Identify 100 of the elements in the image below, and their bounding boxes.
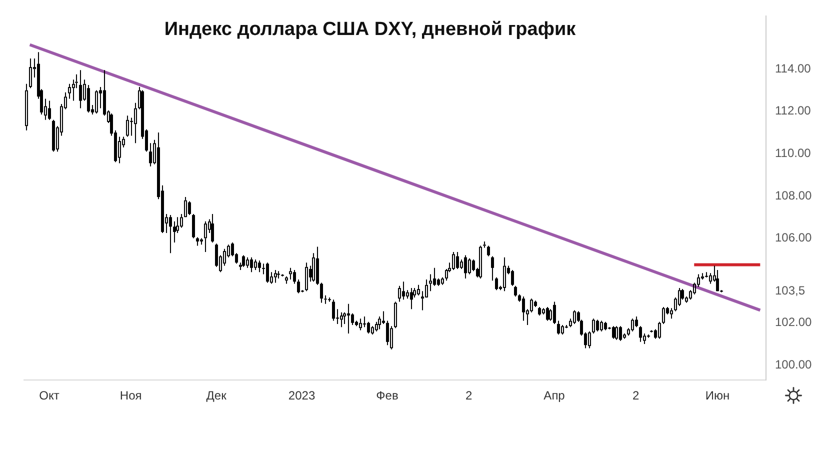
x-tick-label: Апр — [544, 388, 566, 403]
candlestick — [347, 303, 350, 334]
candlestick — [246, 256, 249, 268]
candlestick — [126, 115, 129, 138]
y-tick-label: 110.00 — [775, 146, 812, 160]
candlestick — [561, 324, 564, 336]
candlestick — [417, 284, 420, 296]
candlestick — [95, 90, 98, 114]
candlestick — [557, 320, 560, 336]
y-tick-label: 103,5 — [775, 283, 806, 298]
y-tick-label: 108.00 — [775, 188, 812, 202]
candlestick — [491, 256, 494, 282]
candlestick — [588, 330, 591, 349]
candlestick — [320, 282, 323, 304]
chart-title: Индекс доллара США DXY, дневной график — [163, 19, 577, 41]
candlestick — [211, 213, 214, 244]
candlestick — [460, 258, 463, 270]
candlestick — [546, 306, 549, 322]
candlestick — [441, 276, 444, 286]
candlestick — [293, 270, 296, 284]
candlestick — [410, 287, 413, 310]
y-tick-label: 102.00 — [775, 315, 812, 330]
candlestick — [312, 252, 315, 282]
candlestick — [658, 321, 661, 340]
candlestick — [678, 287, 681, 306]
x-tick-label: Фев — [376, 388, 398, 403]
candlestick — [549, 308, 552, 322]
candlestick — [297, 279, 300, 294]
y-tick-label: 100.00 — [775, 358, 812, 372]
candlestick — [468, 258, 471, 275]
candlestick — [343, 312, 346, 324]
candlestick — [615, 326, 618, 340]
candlestick — [639, 326, 642, 342]
candlestick — [266, 262, 269, 284]
candlestick — [192, 213, 195, 239]
x-tick-label: Июн — [705, 388, 730, 403]
candlestick — [398, 285, 401, 302]
candlestick — [464, 254, 467, 279]
candlestick — [631, 318, 634, 332]
candlestick — [394, 301, 397, 329]
candlestick — [378, 316, 381, 330]
candlestick — [254, 258, 257, 271]
y-tick-label: 112.00 — [775, 104, 812, 118]
candlestick — [215, 243, 218, 268]
candlestick — [200, 238, 203, 246]
candlestick — [487, 245, 490, 257]
x-tick-label: Дек — [206, 388, 228, 403]
candlestick — [479, 245, 482, 279]
candlestick — [619, 326, 622, 342]
candlestick — [382, 310, 385, 324]
y-tick-label: 114.00 — [775, 61, 812, 76]
candlestick — [371, 326, 374, 336]
candlestick — [250, 256, 253, 273]
candlestick — [351, 312, 354, 326]
x-tick-label: Окт — [39, 388, 60, 403]
candlestick — [359, 318, 362, 331]
candlestick — [386, 320, 389, 346]
candlestick — [390, 326, 393, 350]
candlestick — [79, 70, 82, 109]
x-tick-label: 2 — [465, 388, 472, 403]
candlestick — [495, 276, 498, 291]
candlestick — [285, 276, 288, 284]
candlestick — [29, 58, 32, 89]
candlestick — [445, 268, 448, 282]
x-tick-label: 2 — [632, 388, 640, 403]
candlestick — [662, 306, 665, 324]
candlestick — [522, 296, 525, 322]
candlestick — [716, 270, 719, 292]
candlestick — [406, 290, 409, 300]
candlestick — [596, 319, 599, 332]
candlestick — [433, 267, 436, 286]
candlestick — [87, 84, 90, 113]
candlestick — [289, 267, 292, 280]
candlestick — [635, 316, 638, 328]
x-tick-label: 2023 — [288, 388, 316, 403]
candlestick — [258, 260, 261, 273]
candlestick — [274, 270, 277, 284]
y-tick-label: 106.00 — [775, 230, 812, 245]
candlestick — [425, 279, 428, 298]
candlestick — [452, 252, 455, 271]
candlestick — [184, 196, 187, 218]
candlestick — [670, 308, 673, 320]
candlestick — [204, 220, 207, 253]
candlestick — [402, 281, 405, 300]
candlestick — [305, 262, 308, 292]
candlestick — [709, 272, 712, 284]
candlestick — [592, 318, 595, 334]
candlestick — [375, 321, 378, 332]
candlestick — [72, 79, 75, 102]
candlestick — [149, 142, 152, 167]
candlestick — [511, 270, 514, 286]
candlestick — [456, 252, 459, 270]
candlestick — [600, 320, 603, 332]
candlestick — [180, 213, 183, 228]
candlestick — [514, 285, 517, 297]
candlestick — [25, 83, 28, 131]
candlestick — [169, 214, 172, 254]
candlestick — [573, 310, 576, 324]
candlestick — [553, 301, 556, 324]
candlestick — [173, 220, 176, 244]
